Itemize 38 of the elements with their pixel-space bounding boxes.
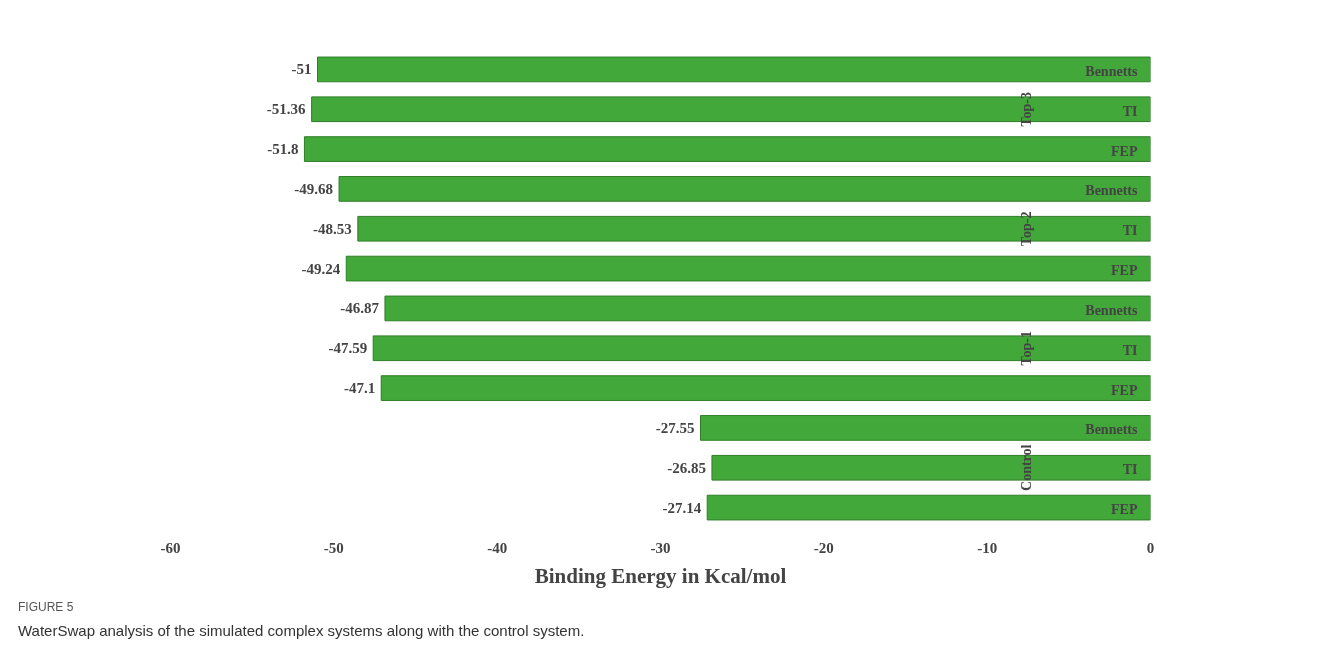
annotation: Control xyxy=(1018,444,1034,491)
y-tick-label: FEP xyxy=(1110,143,1138,159)
caption: FIGURE 5 xyxy=(18,599,75,616)
x-tick-label: -60 xyxy=(160,539,181,556)
x-tick-label: -40 xyxy=(487,539,508,556)
data-label: -48.53 xyxy=(313,220,352,237)
y-tick-label: Bennetts xyxy=(1085,422,1138,438)
x-tick-label: 0 xyxy=(1146,539,1155,556)
data-label: -49.24 xyxy=(301,260,341,277)
y-tick-label: TI xyxy=(1122,223,1138,239)
data-label: -49.68 xyxy=(294,180,334,197)
data-label: -46.87 xyxy=(340,300,380,317)
x-tick-label: -30 xyxy=(650,539,671,556)
data-label: -51 xyxy=(291,61,312,78)
annotation: Top-1 xyxy=(1018,330,1034,366)
data-label: -26.85 xyxy=(667,459,706,476)
data-label: -27.14 xyxy=(662,499,702,516)
annotation: Top-3 xyxy=(1018,91,1034,127)
y-tick-label: FEP xyxy=(1110,263,1138,279)
x-tick-label: -50 xyxy=(323,539,344,556)
y-tick-label: Bennetts xyxy=(1085,302,1138,318)
data-label: -47.59 xyxy=(328,340,368,357)
y-tick-label: TI xyxy=(1122,462,1138,478)
y-tick-label: Bennetts xyxy=(1085,63,1138,79)
data-label: -27.55 xyxy=(655,419,695,436)
y-tick-label: TI xyxy=(1122,342,1138,358)
y-tick-label: Bennetts xyxy=(1085,183,1138,199)
x-tick-label: -20 xyxy=(813,539,834,556)
x-axis-title: Binding Energy in Kcal/mol xyxy=(534,563,787,588)
y-tick-label: FEP xyxy=(1110,502,1138,518)
data-label: -47.1 xyxy=(343,380,376,397)
annotation: Top-2 xyxy=(1018,211,1034,246)
y-tick-label: TI xyxy=(1122,103,1138,119)
y-tick-label: FEP xyxy=(1110,382,1138,398)
text: WaterSwap analysis of the simulated complex systems along with the control system. xyxy=(18,621,585,642)
x-tick-label: -10 xyxy=(977,539,998,556)
data-label: -51.36 xyxy=(266,101,307,118)
data-label: -51.8 xyxy=(267,141,299,158)
